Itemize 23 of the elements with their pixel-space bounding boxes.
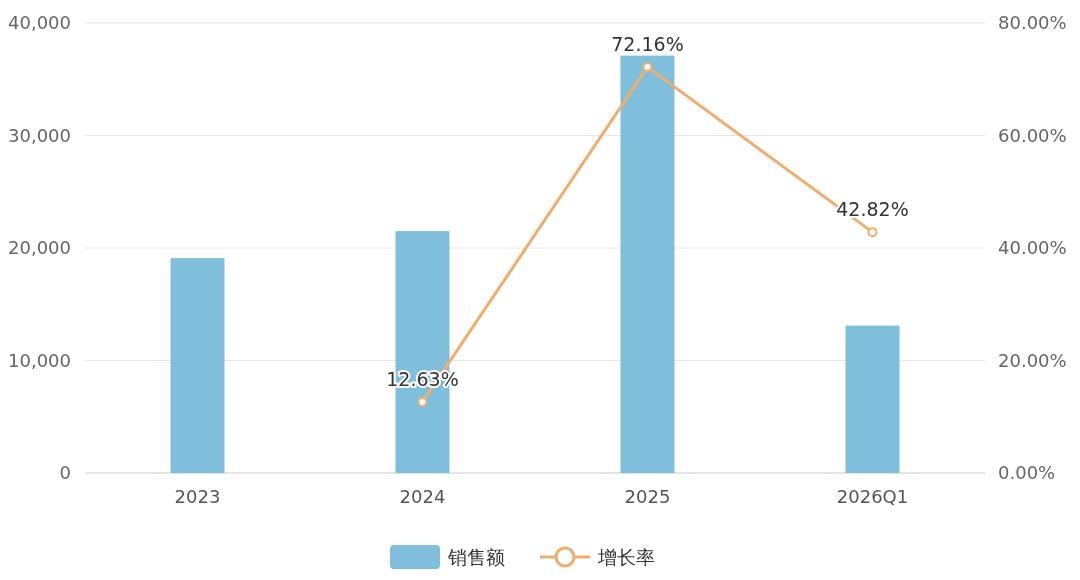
y-tick-label: 40,000 <box>8 12 71 33</box>
x-tick-label: 2024 <box>399 486 446 507</box>
point <box>867 227 878 238</box>
y-tick-label: 0 <box>59 462 71 483</box>
y2-tick-label: 20.00% <box>998 349 1067 371</box>
legend-label: 增长率 <box>597 546 655 568</box>
data-label: 72.16% <box>611 33 684 56</box>
point <box>642 62 653 73</box>
y2-tick-label: 40.00% <box>998 237 1067 258</box>
y2-tick-label: 0.00% <box>998 462 1056 483</box>
y-tick-label: 30,000 <box>8 124 71 146</box>
x-tick-label: 2023 <box>174 486 221 507</box>
y-tick-label: 20,000 <box>8 237 71 258</box>
bar <box>170 258 225 473</box>
point <box>417 396 428 407</box>
x-tick-label: 2025 <box>624 486 671 507</box>
legend-label: 销售额 <box>447 546 505 568</box>
bar <box>845 325 900 473</box>
y2-tick-label: 60.00% <box>998 124 1067 146</box>
bar <box>620 55 675 473</box>
y2-tick-label: 80.00% <box>998 12 1067 33</box>
x-tick-label: 2026Q1 <box>836 486 909 507</box>
y-tick-label: 10,000 <box>8 349 71 371</box>
